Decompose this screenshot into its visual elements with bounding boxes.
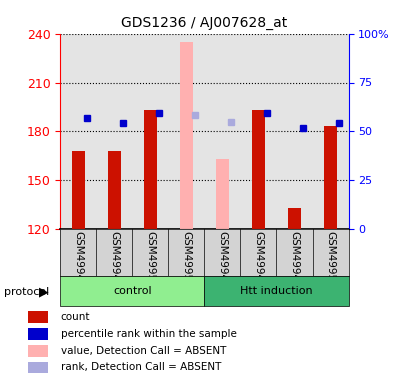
Bar (28, 362, 48, 374)
Text: GSM49948: GSM49948 (109, 231, 119, 288)
Bar (108, 151, 121, 229)
Bar (180, 42, 193, 229)
Text: count: count (61, 312, 90, 322)
Text: GSM49945: GSM49945 (217, 231, 227, 288)
Text: value, Detection Call = ABSENT: value, Detection Call = ABSENT (61, 346, 226, 356)
Bar (312, 34, 349, 229)
Text: GSM49951: GSM49951 (326, 231, 336, 288)
Text: percentile rank within the sample: percentile rank within the sample (61, 329, 237, 339)
Bar (168, 34, 204, 229)
Text: GSM49947: GSM49947 (254, 231, 264, 288)
Text: ▶: ▶ (39, 285, 49, 298)
Title: GDS1236 / AJ007628_at: GDS1236 / AJ007628_at (121, 16, 288, 30)
Text: GSM49946: GSM49946 (73, 231, 83, 288)
Text: control: control (113, 286, 151, 296)
Text: rank, Detection Call = ABSENT: rank, Detection Call = ABSENT (61, 363, 221, 372)
Text: GSM49950: GSM49950 (145, 231, 155, 288)
Bar (204, 34, 240, 229)
Bar (28, 345, 48, 357)
Bar (132, 34, 168, 229)
Bar (28, 311, 48, 323)
Bar (144, 110, 156, 229)
FancyBboxPatch shape (204, 276, 349, 306)
Bar (288, 208, 301, 229)
Bar (276, 34, 312, 229)
Text: GSM49949: GSM49949 (290, 231, 300, 288)
Bar (252, 110, 265, 229)
Text: protocol: protocol (4, 287, 49, 297)
Text: Htt induction: Htt induction (240, 286, 313, 296)
Bar (96, 34, 132, 229)
Bar (72, 151, 85, 229)
Text: GSM49952: GSM49952 (181, 231, 191, 288)
Bar (240, 34, 276, 229)
Bar (324, 126, 337, 229)
Bar (60, 34, 96, 229)
FancyBboxPatch shape (60, 276, 204, 306)
Bar (216, 159, 229, 229)
Bar (28, 328, 48, 340)
